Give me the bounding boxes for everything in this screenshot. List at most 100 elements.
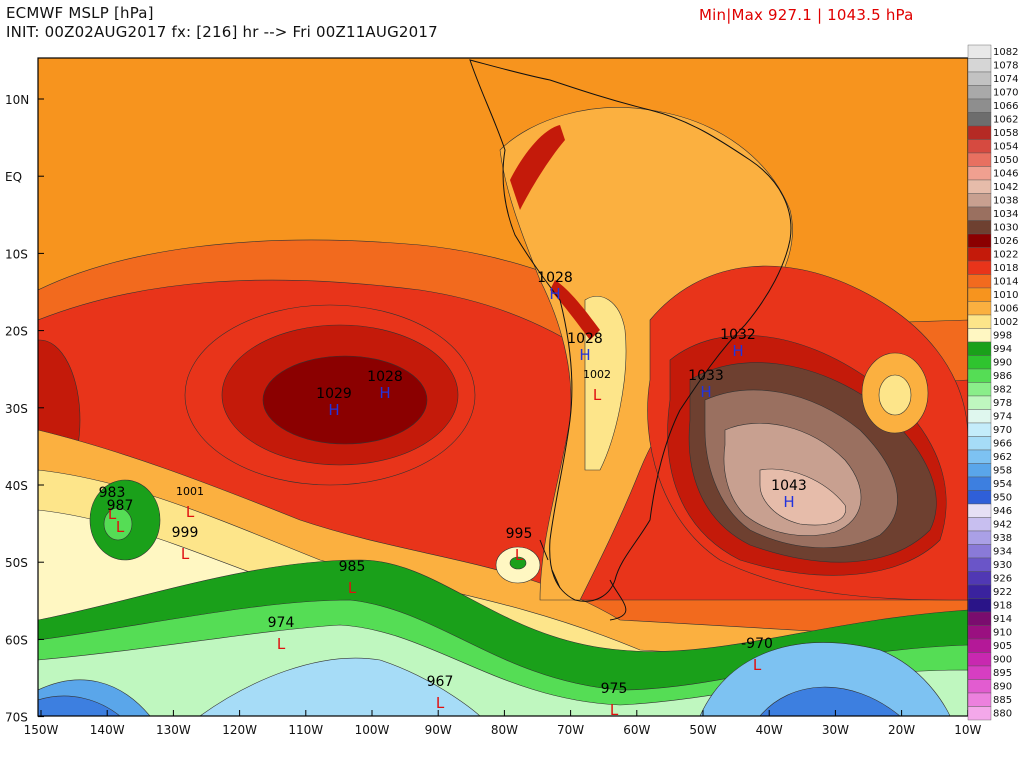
- lon-label: 50W: [689, 723, 716, 737]
- pressure-field: [38, 58, 968, 716]
- legend-swatch: [967, 287, 992, 302]
- lat-label: 60S: [5, 633, 28, 647]
- legend-level-label: 1010: [993, 290, 1018, 301]
- lat-label: 50S: [5, 556, 28, 570]
- lat-label: 70S: [5, 711, 28, 725]
- legend-level-label: 930: [993, 560, 1012, 571]
- legend-swatch: [967, 71, 992, 86]
- lon-label: 10W: [954, 723, 981, 737]
- legend-swatch: [967, 638, 992, 653]
- high-value-label: 1043: [771, 478, 807, 494]
- legend-swatch: [967, 179, 992, 194]
- high-marker: H: [379, 384, 390, 402]
- lat-label: 10S: [5, 247, 28, 261]
- legend-swatch: [967, 449, 992, 464]
- low-value-label: 974: [268, 615, 295, 631]
- lat-label: 40S: [5, 479, 28, 493]
- legend-swatch: [967, 125, 992, 140]
- legend-level-label: 922: [993, 587, 1012, 598]
- lon-label: 150W: [24, 723, 59, 737]
- low-value-label: 967: [427, 674, 454, 690]
- legend-swatch: [967, 625, 992, 640]
- legend-swatch: [967, 598, 992, 613]
- legend-level-label: 900: [993, 655, 1012, 666]
- legend-swatch: [967, 692, 992, 707]
- legend-level-label: 1030: [993, 223, 1018, 234]
- legend-level-label: 954: [993, 479, 1012, 490]
- legend-swatch: [967, 436, 992, 451]
- legend-swatch: [967, 301, 992, 316]
- legend-level-label: 1002: [993, 317, 1018, 328]
- high-marker: H: [328, 401, 339, 419]
- lon-label: 120W: [222, 723, 257, 737]
- low-value-label: 995: [506, 526, 533, 542]
- legend-level-label: 1070: [993, 88, 1018, 99]
- high-marker: H: [549, 285, 560, 303]
- low-value-label: -970: [741, 636, 773, 652]
- lat-label: 30S: [5, 402, 28, 416]
- legend-level-label: 974: [993, 412, 1012, 423]
- lon-label: 90W: [425, 723, 452, 737]
- legend-swatch: [967, 355, 992, 370]
- legend-level-label: 1006: [993, 304, 1018, 315]
- map-title: ECMWF MSLP [hPa]: [6, 4, 154, 22]
- legend-level-label: 895: [993, 668, 1012, 679]
- lon-label: 60W: [623, 723, 650, 737]
- low-marker: L: [108, 505, 117, 523]
- low-marker: L: [348, 579, 357, 597]
- lon-label: 100W: [355, 723, 390, 737]
- low-value-label: 985: [339, 559, 366, 575]
- lon-label: 30W: [822, 723, 849, 737]
- low-value-label: 975: [601, 681, 628, 697]
- low-value-label: 999: [172, 525, 199, 541]
- legend-swatch: [967, 44, 992, 59]
- lon-label: 40W: [756, 723, 783, 737]
- legend-level-label: 914: [993, 614, 1012, 625]
- legend-swatch: [967, 422, 992, 437]
- high-value-label: 1033: [688, 368, 724, 384]
- low-value-label: 983: [99, 485, 126, 501]
- high-value-label: 1028: [367, 369, 403, 385]
- lon-label: 70W: [557, 723, 584, 737]
- legend-swatch: [967, 571, 992, 586]
- high-value-label: 1029: [316, 386, 352, 402]
- pressure-legend: 1082 1078 1074 1070 1066 1062 1058 1054 1050 1046…: [967, 44, 1018, 721]
- high-value-label: 1028: [567, 331, 603, 347]
- low-marker: L: [593, 386, 602, 404]
- legend-level-label: 1034: [993, 209, 1018, 220]
- legend-level-label: 1018: [993, 263, 1018, 274]
- legend-level-label: 946: [993, 506, 1012, 517]
- high-value-label: 1032: [720, 327, 756, 343]
- high-value-label: 1028: [537, 270, 573, 286]
- legend-swatch: [967, 233, 992, 248]
- legend-swatch: [967, 503, 992, 518]
- lat-label: EQ: [5, 170, 22, 184]
- legend-level-label: 1026: [993, 236, 1018, 247]
- legend-swatch: [967, 58, 992, 73]
- legend-level-label: 1078: [993, 61, 1018, 72]
- legend-level-label: 1050: [993, 155, 1018, 166]
- pressure-centers: 1029H1028H1028H1028H1032H1033H1043H983L9…: [99, 270, 807, 719]
- low-marker: L: [181, 545, 190, 563]
- legend-level-label: 982: [993, 385, 1012, 396]
- min-max-readout: Min|Max 927.1 | 1043.5 hPa: [699, 6, 914, 24]
- legend-swatch: [967, 665, 992, 680]
- legend-level-label: 1054: [993, 142, 1018, 153]
- coastlines: [469, 59, 792, 621]
- high-marker: H: [700, 383, 711, 401]
- legend-swatch: [967, 220, 992, 235]
- lat-label: 10N: [5, 93, 29, 107]
- legend-swatch: [967, 706, 992, 721]
- legend-swatch: [967, 679, 992, 694]
- legend-level-label: 890: [993, 682, 1012, 693]
- high-marker: H: [579, 346, 590, 364]
- legend-level-label: 1066: [993, 101, 1018, 112]
- legend-level-label: 958: [993, 466, 1012, 477]
- legend-level-label: 885: [993, 695, 1012, 706]
- legend-level-label: 1022: [993, 250, 1018, 261]
- lon-label: 110W: [288, 723, 323, 737]
- low-marker: L: [436, 694, 445, 712]
- legend-level-label: 962: [993, 452, 1012, 463]
- legend-swatch: [967, 368, 992, 383]
